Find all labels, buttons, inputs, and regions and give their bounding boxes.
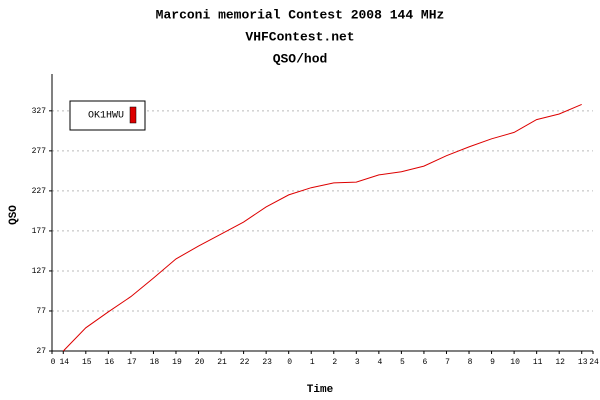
y-tick-label: 277 xyxy=(32,147,47,156)
x-tick-label: 23 xyxy=(262,358,272,367)
x-tick-label: 19 xyxy=(172,358,182,367)
y-tick-label: 177 xyxy=(32,227,47,236)
x-tick-label: 0 xyxy=(287,358,292,367)
x-tick-label: 5 xyxy=(400,358,405,367)
x-tick-label: 13 xyxy=(578,358,588,367)
x-tick-label: 4 xyxy=(377,358,382,367)
legend-label: OK1HWU xyxy=(88,111,124,122)
x-tick-label: 24 xyxy=(589,358,599,367)
x-tick-label: 9 xyxy=(490,358,495,367)
series-line xyxy=(62,103,582,352)
x-tick-label: 14 xyxy=(59,358,69,367)
x-tick-label: 8 xyxy=(468,358,473,367)
chart-subtitle: VHFContest.net xyxy=(245,29,354,44)
y-tick-label: 27 xyxy=(36,347,46,356)
x-tick-label: 0 xyxy=(51,358,56,367)
x-tick-label: 6 xyxy=(423,358,428,367)
y-axis-label: QSO xyxy=(8,205,20,225)
x-tick-label: 12 xyxy=(555,358,565,367)
x-tick-label: 20 xyxy=(195,358,205,367)
y-tick-label: 227 xyxy=(32,187,47,196)
x-tick-label: 11 xyxy=(533,358,543,367)
x-tick-label: 16 xyxy=(105,358,115,367)
x-axis-label: Time xyxy=(307,384,334,396)
x-tick-label: 17 xyxy=(127,358,137,367)
y-tick-label: 327 xyxy=(32,107,47,116)
x-tick-label: 7 xyxy=(445,358,450,367)
x-tick-label: 21 xyxy=(217,358,227,367)
x-tick-label: 1 xyxy=(310,358,315,367)
x-tick-label: 15 xyxy=(82,358,92,367)
y-tick-label: 77 xyxy=(36,307,46,316)
chart-title: Marconi memorial Contest 2008 144 MHz xyxy=(156,7,445,22)
y-tick-label: 127 xyxy=(32,267,47,276)
chart-subtitle: QSO/hod xyxy=(273,51,328,66)
x-tick-label: 18 xyxy=(150,358,160,367)
x-tick-label: 3 xyxy=(355,358,360,367)
legend-swatch xyxy=(129,106,137,124)
x-tick-label: 10 xyxy=(510,358,520,367)
x-tick-label: 2 xyxy=(332,358,337,367)
x-tick-label: 22 xyxy=(240,358,250,367)
